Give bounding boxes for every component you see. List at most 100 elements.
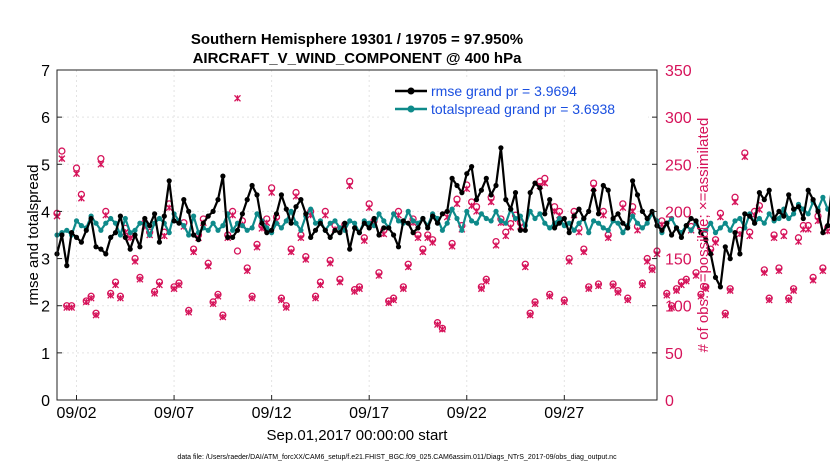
x-tick-label: 09/17 (349, 405, 389, 422)
rmse-point (240, 211, 245, 216)
totalspread-point (635, 221, 640, 226)
totalspread-point (293, 221, 298, 226)
totalspread-point (728, 228, 733, 233)
totalspread-point (74, 218, 79, 223)
totalspread-point (718, 225, 723, 230)
rmse-point (220, 174, 225, 179)
totalspread-point (308, 207, 313, 212)
chart-title: Southern Hemisphere 19301 / 19705 = 97.9… (191, 31, 523, 48)
rmse-point (396, 244, 401, 249)
rmse-point (640, 209, 645, 214)
rmse-point (523, 228, 528, 233)
rmse-point (742, 211, 747, 216)
obs-assimilated-point (59, 156, 65, 162)
rmse-point (752, 221, 757, 226)
totalspread-point (230, 228, 235, 233)
totalspread-point (591, 218, 596, 223)
y-right-tick-label: 0 (665, 393, 674, 410)
totalspread-point (132, 228, 137, 233)
chart-subtitle: AIRCRAFT_V_WIND_COMPONENT @ 400 hPa (193, 50, 523, 67)
obs-assimilated-point (366, 205, 372, 211)
obs-assimilated-point (805, 226, 811, 232)
totalspread-point (220, 223, 225, 228)
rmse-point (415, 225, 420, 230)
obs-assimilated-point (732, 199, 738, 205)
rmse-point (776, 209, 781, 214)
obs-assimilated-point (464, 186, 470, 192)
rmse-point (103, 251, 108, 256)
obs-assimilated-point (508, 224, 514, 230)
totalspread-point (191, 214, 196, 219)
rmse-point (74, 235, 79, 240)
y-right-tick-label: 50 (665, 346, 683, 363)
rmse-point (230, 235, 235, 240)
totalspread-point (640, 225, 645, 230)
totalspread-point (645, 221, 650, 226)
rmse-point (137, 244, 142, 249)
rmse-point (357, 230, 362, 235)
obs-assimilated-point (600, 212, 606, 218)
legend: rmse grand pr = 3.9694 totalspread grand… (392, 80, 648, 120)
rmse-point (376, 232, 381, 237)
obs-possible-point (59, 148, 65, 154)
rmse-point (79, 240, 84, 245)
totalspread-point (332, 218, 337, 223)
rmse-point (347, 247, 352, 252)
rmse-point (684, 223, 689, 228)
totalspread-point (762, 221, 767, 226)
obs-assimilated-point (74, 171, 80, 177)
totalspread-point (542, 221, 547, 226)
rmse-point (332, 228, 337, 233)
totalspread-point (689, 228, 694, 233)
totalspread-point (103, 221, 108, 226)
totalspread-point (391, 211, 396, 216)
rmse-point (796, 204, 801, 209)
obs-assimilated-point (293, 193, 299, 199)
rmse-point (518, 228, 523, 233)
rmse-point (757, 190, 762, 195)
totalspread-point (108, 216, 113, 221)
obs-assimilated-point (742, 154, 748, 160)
y-right-tick-label: 100 (665, 299, 692, 316)
rmse-point (303, 211, 308, 216)
rmse-point (352, 225, 357, 230)
totalspread-point (767, 211, 772, 216)
rmse-point (557, 221, 562, 226)
y-left-tick-label: 2 (41, 299, 50, 316)
data-file-footnote: data file: /Users/raeder/DAI/ATM_forcXX/… (177, 454, 617, 461)
totalspread-point (445, 221, 450, 226)
rmse-point (69, 230, 74, 235)
rmse-point (337, 230, 342, 235)
rmse-point (162, 214, 167, 219)
rmse-point (59, 232, 64, 237)
rmse-point (445, 209, 450, 214)
obs-possible-point (98, 156, 104, 162)
rmse-point (250, 183, 255, 188)
totalspread-point (347, 218, 352, 223)
legend-totalspread-label: totalspread grand pr = 3.6938 (431, 101, 615, 117)
rmse-point (313, 228, 318, 233)
x-axis-label: Sep.01,2017 00:00:00 start (267, 427, 449, 444)
totalspread-point (411, 218, 416, 223)
rmse-point (815, 209, 820, 214)
rmse-point (713, 275, 718, 280)
rmse-point (254, 192, 259, 197)
totalspread-point (254, 211, 259, 216)
obs-assimilated-point (161, 233, 167, 239)
rmse-point (167, 178, 172, 183)
rmse-point (259, 221, 264, 226)
totalspread-point (474, 221, 479, 226)
rmse-point (547, 197, 552, 202)
rmse-point (201, 221, 206, 226)
obs-assimilated-point (103, 212, 109, 218)
rmse-point (211, 209, 216, 214)
rmse-point (513, 190, 518, 195)
rmse-point (308, 235, 313, 240)
rmse-point (542, 211, 547, 216)
rmse-point (284, 207, 289, 212)
y-left-tick-label: 1 (41, 346, 50, 363)
rmse-point (503, 197, 508, 202)
y-axis-right-label: # of obs: o=possible; ×=assimilated (695, 118, 712, 353)
